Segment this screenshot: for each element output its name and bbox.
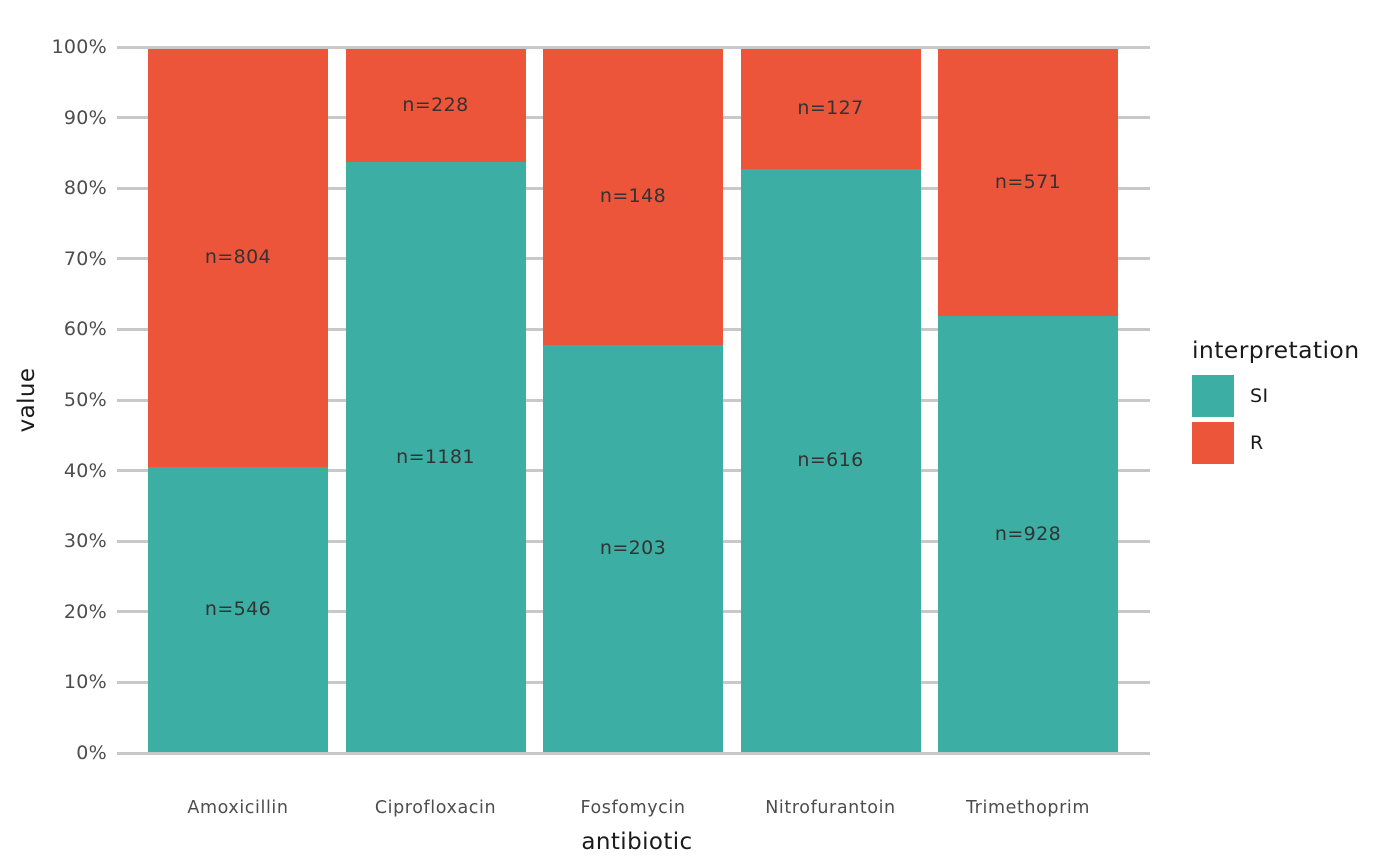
x-tick-label: Ciprofloxacin [374, 798, 497, 818]
bar-segment-si [938, 316, 1118, 752]
bar-count-label-r: n=571 [994, 170, 1062, 193]
y-tick-label: 30% [63, 530, 107, 553]
x-tick-label: Trimethoprim [965, 798, 1091, 818]
y-tick-label: 100% [51, 36, 107, 58]
bar-count-label-r: n=228 [402, 93, 469, 116]
bar-trimethoprim: n=571 n=928 [938, 48, 1118, 753]
bar-segment-si [148, 467, 328, 752]
y-tick-label: 50% [63, 389, 107, 411]
legend-label: SI [1250, 385, 1269, 407]
bar-fosfomycin: n=148 n=203 [543, 48, 723, 753]
bar-segment-si [740, 168, 921, 752]
x-axis-title: antibiotic [581, 829, 693, 855]
bar-count-label-r: n=148 [599, 185, 667, 208]
x-tick-label: Nitrofurantoin [765, 798, 896, 818]
bar-nitrofurantoin: n=127 n=616 [740, 48, 921, 753]
y-tick-label: 80% [63, 177, 107, 200]
bar-segment-r [740, 48, 921, 169]
y-tick-label: 10% [63, 671, 107, 694]
bar-count-label-si: n=546 [204, 598, 272, 621]
bar-count-label-si: n=928 [994, 522, 1062, 545]
y-tick-label: 0% [76, 742, 107, 764]
legend-key-swatch [1192, 422, 1234, 464]
bar-count-label-si: n=203 [599, 537, 667, 560]
legend-items: SI R [1192, 375, 1360, 464]
bar-segment-r [148, 48, 328, 468]
bar-segment-r [345, 48, 526, 163]
bar-segment-si [345, 162, 526, 752]
bar-count-label-r: n=127 [797, 97, 864, 120]
x-tick-label: Fosfomycin [580, 798, 686, 818]
y-tick-label: 20% [63, 600, 107, 623]
x-tick-label: Amoxicillin [187, 798, 289, 818]
y-tick-label: 40% [63, 459, 107, 482]
bar-count-label-si: n=1181 [396, 445, 475, 468]
legend: interpretation SI R [1192, 336, 1360, 469]
bar-segment-r [938, 48, 1118, 317]
legend-item-r: R [1192, 422, 1360, 464]
bar-segment-si [543, 345, 723, 752]
legend-label: R [1250, 432, 1264, 454]
y-tick-label: 70% [63, 247, 107, 270]
y-tick-label: 90% [63, 106, 107, 129]
gridline-tick [117, 751, 1150, 755]
gridline-tick [117, 45, 1150, 49]
legend-key-swatch [1192, 375, 1234, 417]
bar-count-label-si: n=616 [797, 448, 864, 471]
bar-count-label-r: n=804 [204, 246, 272, 269]
bar-amoxicillin: n=804 n=546 [148, 48, 328, 753]
legend-item-si: SI [1192, 375, 1360, 417]
y-tick-label: 60% [63, 318, 107, 341]
bar-segment-r [543, 48, 723, 346]
bar-ciprofloxacin: n=228 n=1181 [345, 48, 526, 753]
legend-title: interpretation [1192, 336, 1360, 364]
